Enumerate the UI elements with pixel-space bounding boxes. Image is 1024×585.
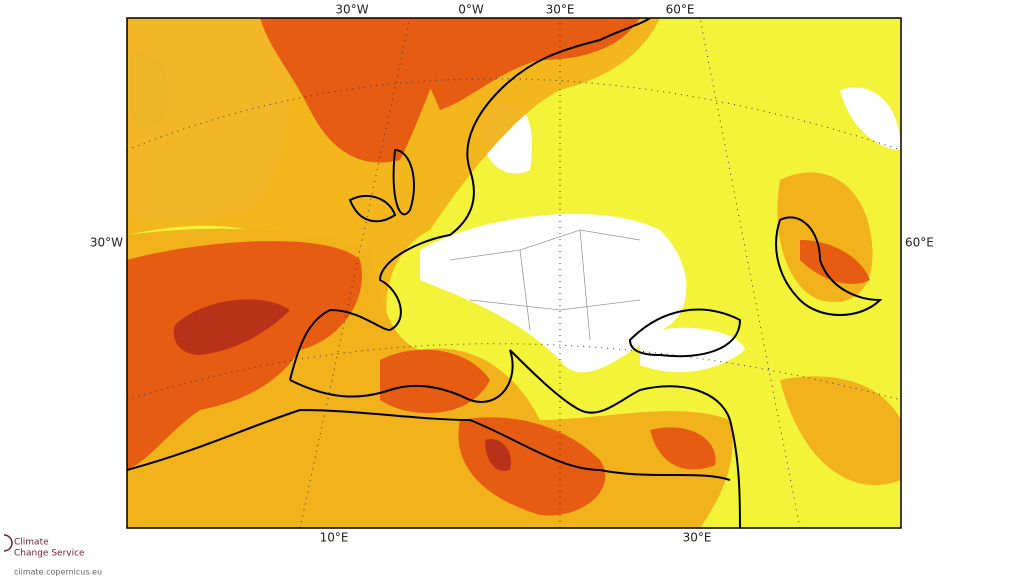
graticule xyxy=(127,18,901,528)
field-red xyxy=(485,439,511,471)
map-frame xyxy=(126,17,902,529)
field-orange xyxy=(780,376,901,486)
logo-url: climate.copernicus.eu xyxy=(14,568,102,577)
field-dark-orange xyxy=(650,427,716,470)
field-dark-orange xyxy=(800,240,870,284)
logo-text: Change Service xyxy=(14,549,85,559)
field-white xyxy=(640,327,745,373)
logo-mark xyxy=(3,534,13,552)
coastline xyxy=(127,18,883,528)
bottom-label: 30°E xyxy=(683,531,712,545)
field-red xyxy=(173,299,290,355)
top-label: 60°E xyxy=(666,3,695,17)
top-label: 0°W xyxy=(458,3,484,17)
borders xyxy=(449,229,641,341)
map-field xyxy=(127,18,901,528)
left-label: 30°W xyxy=(90,236,123,250)
right-label: 60°E xyxy=(905,236,934,250)
field-dark-orange xyxy=(260,18,460,163)
logo: Climate Change Service climate.copernicu… xyxy=(3,534,102,577)
top-label: 30°E xyxy=(546,3,575,17)
logo-text: Climate xyxy=(14,538,49,548)
field-white xyxy=(420,213,687,373)
field-white xyxy=(840,87,901,150)
field-dark-orange xyxy=(400,18,640,110)
bottom-label: 10°E xyxy=(320,531,349,545)
field-dark-orange xyxy=(127,241,362,470)
top-label: 30°W xyxy=(335,3,368,17)
